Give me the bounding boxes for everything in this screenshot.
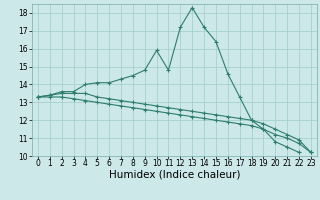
X-axis label: Humidex (Indice chaleur): Humidex (Indice chaleur) <box>109 170 240 180</box>
